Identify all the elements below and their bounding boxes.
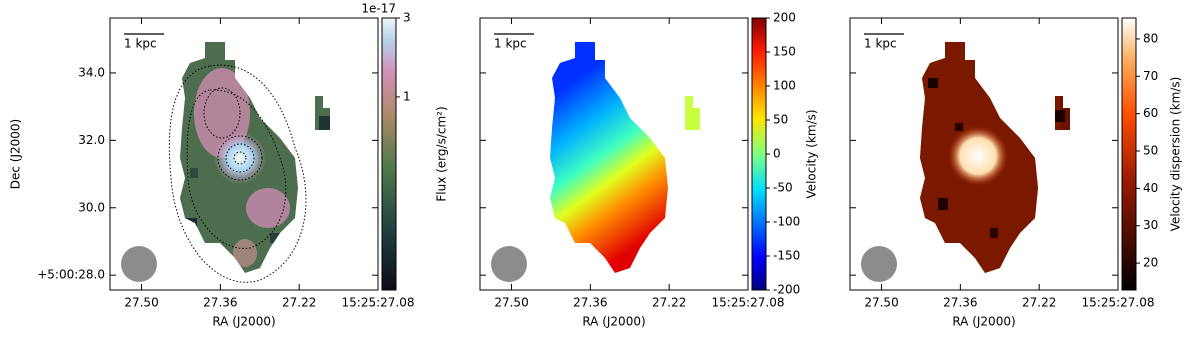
colorbar [751,17,767,291]
colorbar-tick-label: -50 [773,181,793,195]
y-axis-label: Dec (J2000) [9,119,23,189]
axes-frame [479,17,749,291]
colorbar-tick-label: -150 [773,249,800,263]
colorbar-tick-label: 70 [1143,69,1158,83]
x-tick-label: 27.22 [1022,296,1056,310]
x-tick-label: 27.50 [494,296,528,310]
x-tick-label: 15:25:27.08 [1082,296,1155,310]
axes-frame [109,17,379,291]
x-tick-label: 27.36 [943,296,977,310]
x-tick-label: 27.22 [282,296,316,310]
colorbar-label: Velocity dispersion (km/s) [1169,77,1183,232]
x-tick-label: 27.50 [864,296,898,310]
colorbar-tick-label: -100 [773,215,800,229]
colorbar-tick-label: 60 [1143,106,1158,120]
colorbar-tick-label: -200 [773,283,800,297]
y-tick-label: +5:00:28.0 [37,268,105,282]
colorbar-tick-label: 40 [1143,181,1158,195]
y-tick-label: 32.0 [78,133,105,147]
velocity-map [491,33,700,282]
colorbar [381,17,397,291]
colorbar-label: Flux (erg/s/cm²) [435,106,449,201]
x-axis-label: RA (J2000) [212,315,275,329]
colorbar-tick-label: 3 [403,11,411,25]
x-tick-label: 27.36 [203,296,237,310]
x-tick-label: 27.36 [573,296,607,310]
colorbar-tick-label: 20 [1143,256,1158,270]
y-tick-label: 30.0 [78,200,105,214]
y-tick-label: 34.0 [78,65,105,79]
colorbar-tick-label: 50 [1143,144,1158,158]
colorbar-tick-label: 1 [403,89,411,103]
x-axis-label: RA (J2000) [952,315,1015,329]
colorbar-tick-label: 200 [773,11,796,25]
x-tick-label: 27.50 [124,296,158,310]
colorbar-tick-label: 100 [773,79,796,93]
colorbar-tick-label: 30 [1143,218,1158,232]
x-tick-label: 15:25:27.08 [712,296,785,310]
colorbar [1121,17,1137,291]
scale-bar-label: 1 kpc [124,37,157,51]
colorbar-tick-label: 0 [773,147,781,161]
scale-bar-label: 1 kpc [864,37,897,51]
colorbar-offset: 1e-17 [361,2,396,16]
colorbar-tick-label: 150 [773,45,796,59]
x-tick-label: 15:25:27.08 [342,296,415,310]
x-axis-label: RA (J2000) [582,315,645,329]
x-tick-label: 27.22 [652,296,686,310]
colorbar-label: Velocity (km/s) [805,109,819,198]
colorbar-tick-label: 80 [1143,31,1158,45]
axes-frame [849,17,1119,291]
colorbar-tick-label: 50 [773,113,788,127]
flux-map [121,33,330,283]
dispersion-map [861,33,1070,282]
scale-bar-label: 1 kpc [494,37,527,51]
